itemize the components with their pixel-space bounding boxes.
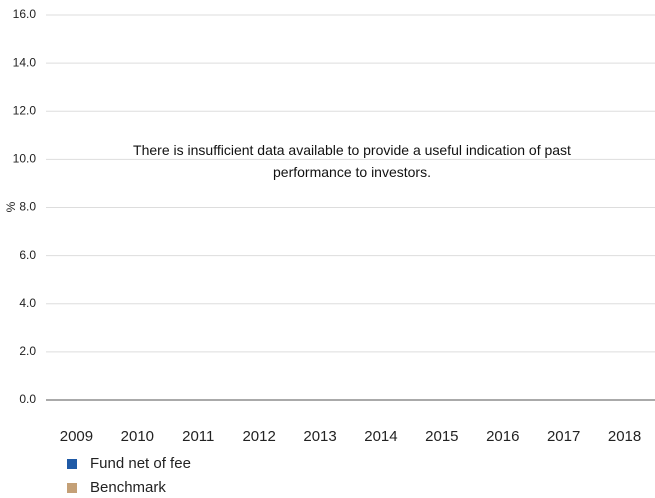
legend-label: Benchmark <box>90 479 166 496</box>
x-tick-label: 2016 <box>486 428 519 445</box>
x-tick-label: 2018 <box>608 428 641 445</box>
x-tick-label: 2011 <box>182 428 214 445</box>
x-tick-label: 2015 <box>425 428 458 445</box>
y-tick-label: 0.0 <box>19 392 36 406</box>
y-tick-label: 12.0 <box>13 103 37 117</box>
legend-swatch <box>67 459 77 469</box>
x-tick-label: 2014 <box>364 428 397 445</box>
x-tick-label: 2009 <box>60 428 93 445</box>
y-tick-label: 2.0 <box>19 344 36 358</box>
x-tick-label: 2010 <box>121 428 154 445</box>
y-tick-label: 8.0 <box>19 200 36 214</box>
legend-swatch <box>67 483 77 493</box>
y-tick-label: 14.0 <box>13 55 37 69</box>
y-tick-label: 4.0 <box>19 296 36 310</box>
x-tick-label: 2017 <box>547 428 580 445</box>
x-tick-label: 2012 <box>242 428 275 445</box>
x-tick-label: 2013 <box>303 428 336 445</box>
y-axis-label: % <box>4 201 18 212</box>
annotation: There is insufficient data available to … <box>133 142 571 180</box>
y-tick-label: 16.0 <box>13 7 37 21</box>
y-tick-label: 10.0 <box>13 152 37 166</box>
legend-label: Fund net of fee <box>90 455 191 472</box>
y-tick-label: 6.0 <box>19 248 36 262</box>
